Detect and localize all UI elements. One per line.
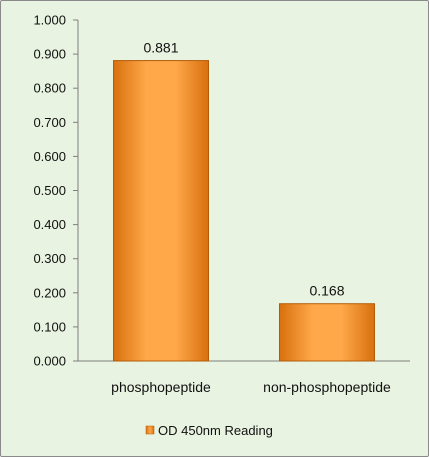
y-tick-label: 0.800 bbox=[33, 81, 66, 96]
y-tick-label: 0.900 bbox=[33, 47, 66, 62]
legend-swatch bbox=[145, 425, 155, 435]
data-label: 0.168 bbox=[309, 283, 344, 299]
y-tick-label: 0.500 bbox=[33, 183, 66, 198]
legend-label: OD 450nm Reading bbox=[158, 423, 273, 438]
y-tick-label: 0.000 bbox=[33, 354, 66, 369]
y-tick-label: 0.600 bbox=[33, 149, 66, 164]
bar-phosphopeptide bbox=[113, 60, 209, 362]
y-tick-label: 1.000 bbox=[33, 13, 66, 28]
y-tick-label: 0.700 bbox=[33, 115, 66, 130]
x-category-label: non-phosphopeptide bbox=[263, 379, 391, 395]
legend: OD 450nm Reading bbox=[145, 423, 273, 438]
y-tick-label: 0.200 bbox=[33, 285, 66, 300]
y-tick-label: 0.400 bbox=[33, 217, 66, 232]
data-label: 0.881 bbox=[143, 40, 178, 56]
y-tick-label: 0.300 bbox=[33, 251, 66, 266]
bar-non-phosphopeptide bbox=[279, 303, 375, 362]
y-tick-label: 0.100 bbox=[33, 319, 66, 334]
x-category-label: phosphopeptide bbox=[111, 379, 211, 395]
